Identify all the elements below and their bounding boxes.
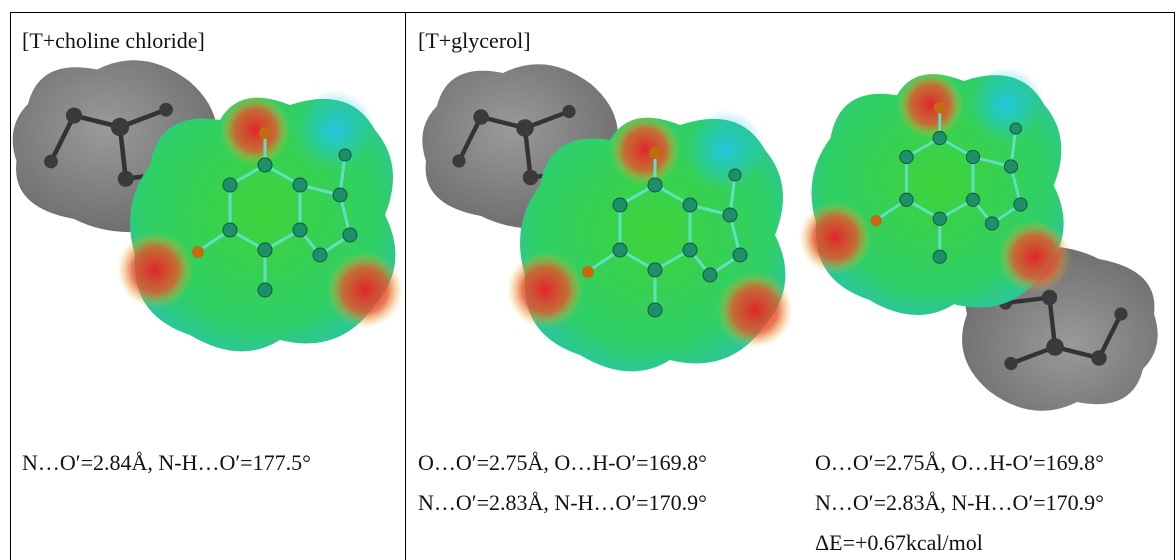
caption: O…O′=2.75Å, O…H-O′=169.8° — [815, 450, 1104, 476]
figure: [T+choline chloride] [T+glycerol] N…O′=2… — [0, 0, 1175, 560]
cell-title: [T+glycerol] — [418, 28, 531, 54]
caption: ΔE=+0.67kcal/mol — [815, 530, 983, 556]
theophylline-surface — [799, 67, 1071, 315]
caption: O…O′=2.75Å, O…H-O′=169.8° — [418, 450, 707, 476]
caption: N…O′=2.84Å, N-H…O′=177.5° — [22, 450, 311, 476]
figure-art — [0, 0, 1175, 560]
caption: N…O′=2.83Å, N-H…O′=170.9° — [815, 490, 1104, 516]
caption: N…O′=2.83Å, N-H…O′=170.9° — [418, 490, 707, 516]
cell-title: [T+choline chloride] — [22, 28, 205, 54]
